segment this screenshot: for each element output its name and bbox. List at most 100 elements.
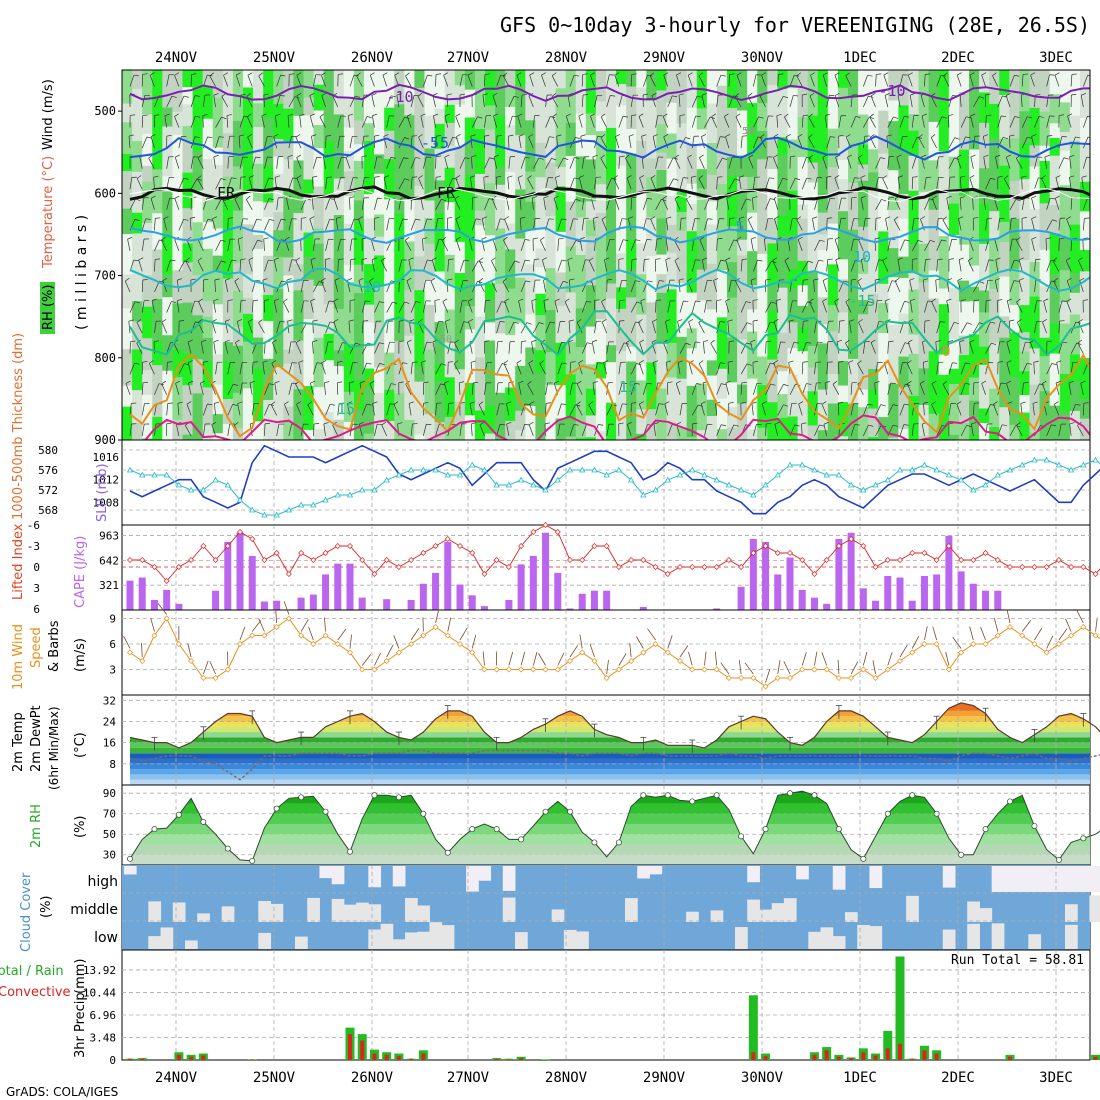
wind-barb-flag: [784, 113, 789, 118]
wind-barb-flag: [650, 216, 656, 220]
wind-barb: [361, 300, 366, 313]
wind-barb-flag: [597, 362, 603, 364]
rh-patch: [868, 333, 879, 370]
temperature-contour: [129, 185, 1090, 201]
wind-barb-flag: [636, 301, 642, 304]
rh-patch: [686, 348, 698, 387]
wind-barb-flag: [207, 74, 213, 77]
wind-barb-flag: [136, 175, 142, 179]
wind-barb-flag: [237, 401, 243, 404]
rh-patch: [636, 141, 647, 193]
wind-barb-flag: [1081, 93, 1087, 96]
wind-barb-flag: [593, 216, 599, 219]
wind-barb: [752, 383, 758, 395]
wind-barb-flag: [1038, 116, 1044, 118]
wind-barb: [520, 322, 528, 334]
wind-barb: [141, 197, 145, 210]
wind-barb-flag: [618, 258, 624, 260]
wind-barb-flag: [257, 239, 263, 242]
wind-barb-flag: [240, 176, 246, 178]
wind-barb-flag: [960, 299, 966, 301]
rh-patch: [515, 277, 526, 324]
thickness-point: [701, 471, 708, 478]
rh-patch: [918, 243, 930, 284]
wind-barb-flag: [355, 342, 361, 345]
rh-patch: [323, 360, 335, 413]
wind-barb-flag: [334, 278, 340, 281]
li-point: [432, 543, 439, 549]
wind-barb-flag: [423, 402, 429, 404]
wind-barb: [410, 157, 416, 169]
wind-barb-flag: [806, 342, 812, 344]
rh-patch: [404, 95, 416, 116]
wind-barb: [614, 75, 620, 87]
wind-barb: [337, 157, 342, 169]
li-point: [774, 550, 781, 556]
wind-barb: [484, 115, 487, 128]
wind-barb: [532, 115, 535, 128]
wind-barb-flag: [268, 177, 274, 180]
day-label-top: 26NOV: [351, 50, 394, 66]
wind-barb-flag: [408, 401, 414, 404]
wind-barb: [716, 238, 718, 251]
wind-barb-flag: [685, 137, 691, 140]
wind-barb-flag: [847, 154, 853, 158]
wind-barb: [313, 281, 320, 293]
wind-barb-flag: [818, 259, 824, 262]
wind-barb-flag: [1078, 319, 1083, 323]
rh-patch: [263, 165, 274, 204]
rh-patch: [343, 282, 355, 301]
wind-barb: [136, 178, 143, 190]
wind-barb: [299, 115, 302, 128]
rh-patch: [1079, 211, 1090, 251]
wind-barb: [422, 300, 427, 313]
wind-barb-flag: [403, 157, 409, 160]
wind-barb-flag: [912, 258, 918, 260]
wind-barb-flag: [701, 134, 707, 137]
wind-barb: [899, 301, 905, 313]
wind-barb-flag: [563, 157, 569, 160]
wind-barb: [386, 157, 392, 169]
rh-patch: [595, 115, 607, 132]
wind-barb-flag: [224, 339, 230, 343]
rh-patch: [404, 335, 416, 373]
wind-barb-flag: [703, 340, 709, 343]
thickness-point: [139, 471, 146, 478]
wind-barb: [1009, 280, 1015, 293]
rh-patch: [888, 170, 900, 197]
wind-barb: [408, 321, 412, 334]
rh-patch: [616, 165, 627, 217]
wind-barb-flag: [974, 299, 980, 301]
rh-patch: [767, 169, 779, 220]
thickness-point: [615, 466, 623, 473]
wind-barb: [702, 382, 705, 395]
wind-barb: [434, 300, 436, 313]
wind-barb-flag: [935, 340, 941, 343]
wind-barb: [493, 115, 498, 128]
rh-patch: [182, 352, 194, 386]
wind-speed-point: [1080, 624, 1087, 630]
wind-barb: [968, 239, 974, 252]
wind-barb: [860, 259, 864, 272]
rh-patch: [777, 155, 789, 185]
rh-patch: [132, 88, 143, 142]
rh-patch: [757, 159, 768, 206]
wind-barb-flag: [329, 218, 335, 221]
wind-barb-flag: [995, 257, 1001, 260]
wind-barb: [753, 260, 758, 272]
rh-patch: [646, 176, 658, 219]
surface-wind-barb: [324, 617, 326, 632]
rh-patch: [666, 102, 678, 135]
cape-bar: [542, 532, 550, 610]
wind-barb-flag: [433, 113, 439, 117]
wind-barb: [1093, 177, 1095, 189]
rh-patch: [1059, 102, 1071, 133]
wind-barb: [309, 218, 314, 231]
rh-patch: [797, 204, 809, 220]
wind-barb-flag: [258, 72, 263, 77]
wind-barb: [727, 362, 730, 375]
wind-barb: [995, 259, 999, 272]
wind-barb: [178, 219, 184, 231]
wind-barb: [801, 115, 804, 128]
cape-bar: [823, 603, 831, 610]
